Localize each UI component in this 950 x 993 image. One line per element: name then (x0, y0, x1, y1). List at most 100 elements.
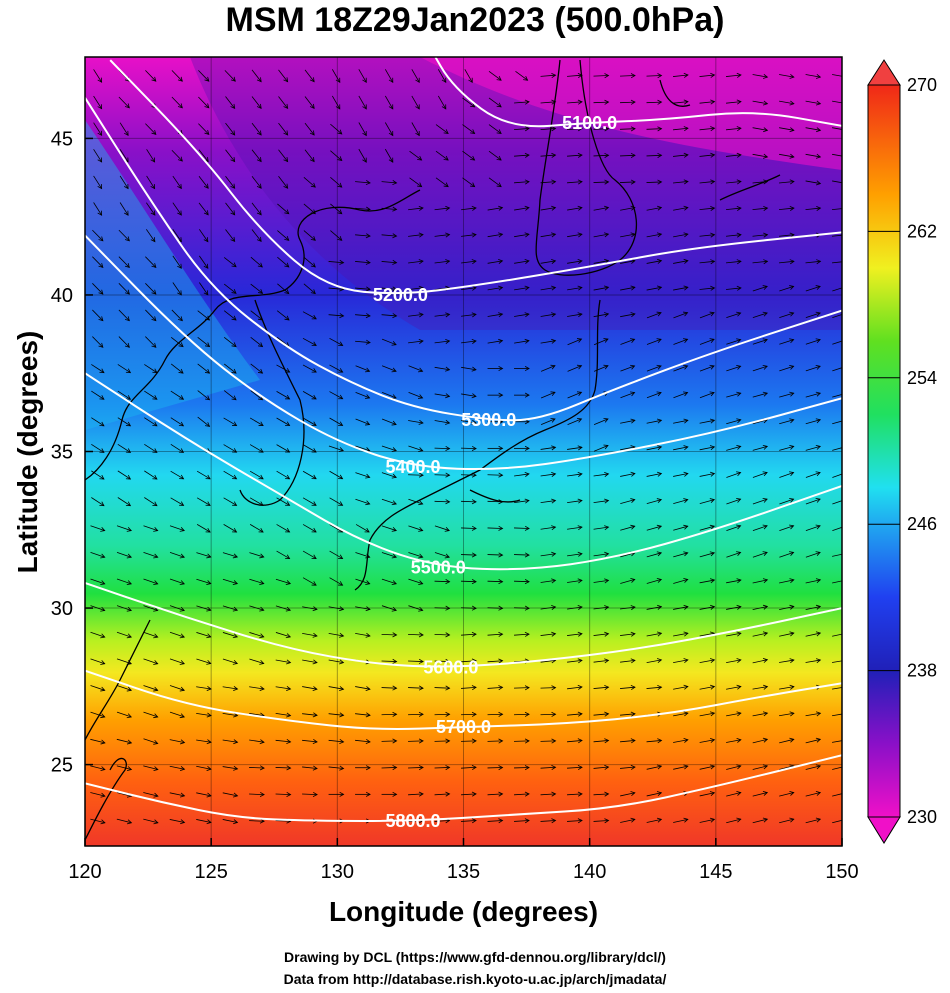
contour-line-5200 (109, 59, 842, 295)
wind-arrow-head (551, 205, 557, 211)
wind-arrow-head (657, 152, 663, 158)
wind-arrow (725, 181, 741, 184)
wind-arrow (434, 633, 450, 636)
wind-arrow (752, 234, 768, 237)
wind-arrow-head (206, 633, 212, 639)
wind-arrow-head (418, 312, 424, 318)
wind-arrow-head (630, 232, 636, 238)
wind-arrow (461, 287, 477, 291)
wind-arrow (540, 793, 556, 796)
wind-arrow-head (231, 262, 237, 268)
wind-arrow-head (232, 421, 238, 426)
wind-arrow-head (392, 711, 398, 717)
wind-arrow-head (789, 524, 795, 530)
wind-arrow-head (392, 658, 398, 664)
wind-arrow-head (815, 737, 822, 743)
wind-arrow (646, 659, 662, 664)
wind-arrow (832, 580, 842, 584)
wind-arrow-head (683, 551, 689, 557)
wind-arrow-head (418, 259, 424, 265)
wind-arrow (91, 364, 105, 373)
wind-arrow (408, 605, 423, 611)
wind-arrow (91, 443, 105, 453)
wind-arrow (779, 498, 794, 505)
wind-arrow-head (284, 315, 290, 321)
wind-arrow (487, 313, 503, 317)
wind-arrow-head (842, 392, 846, 396)
wind-arrow-head (445, 445, 451, 452)
wind-arrow-head (152, 448, 158, 453)
wind-arrow (331, 95, 341, 110)
wind-arrow-head (445, 366, 451, 372)
wind-arrow (726, 365, 741, 372)
wind-arrow-head (338, 341, 344, 346)
wind-arrow (358, 148, 367, 163)
wind-arrow (832, 713, 842, 717)
contour-label: 5100.0 (562, 113, 617, 133)
wind-arrow (593, 207, 609, 211)
wind-arrow (699, 499, 715, 504)
wind-arrow (90, 738, 105, 744)
wind-arrow-head (736, 817, 742, 823)
wind-arrow (143, 738, 158, 744)
wind-arrow (805, 392, 821, 398)
wind-arrow-head (576, 391, 583, 397)
wind-arrow-head (231, 395, 237, 401)
wind-arrow (646, 181, 662, 183)
wind-arrow (779, 153, 794, 158)
wind-arrow-head (179, 553, 185, 559)
wind-arrow (461, 313, 477, 317)
wind-arrow (752, 686, 768, 690)
wind-arrow (540, 418, 556, 425)
wind-arrow (540, 74, 556, 77)
wind-arrow (355, 365, 370, 372)
wind-arrow-head (204, 368, 211, 374)
wind-arrow (779, 472, 794, 478)
wind-arrow (805, 818, 821, 824)
wind-arrow (302, 713, 318, 716)
wind-arrow (170, 336, 184, 347)
wind-arrow (250, 336, 263, 347)
wind-arrow (673, 181, 689, 184)
wind-arrow-head (391, 420, 397, 426)
wind-arrow (408, 420, 424, 424)
wind-arrow-head (604, 631, 610, 637)
wind-arrow (514, 633, 530, 636)
wind-arrow-head (683, 737, 689, 743)
wind-arrow (620, 365, 635, 372)
wind-arrow-head (524, 338, 530, 344)
wind-arrow (249, 605, 264, 611)
wind-arrow (540, 181, 556, 184)
wind-arrow-head (392, 259, 398, 265)
wind-arrow (567, 365, 582, 372)
wind-arrow (593, 445, 609, 452)
wind-arrow-head (656, 658, 663, 664)
wind-arrow (197, 336, 210, 347)
wind-arrow-head (470, 155, 476, 161)
wind-arrow (805, 312, 821, 318)
wind-arrow-head (100, 713, 106, 719)
colorbar-min-arrow (867, 816, 901, 844)
wind-arrow-head (126, 527, 132, 532)
wind-arrow-head (178, 421, 185, 427)
wind-arrow-head (577, 525, 583, 531)
wind-arrow-head (179, 713, 185, 719)
wind-arrow-head (762, 285, 768, 290)
wind-arrow-head (630, 658, 636, 664)
wind-arrow (567, 686, 583, 690)
wind-arrow-head (843, 233, 847, 237)
wind-arrow-head (365, 313, 371, 319)
wind-arrow-head (97, 104, 103, 110)
wind-arrow-head (498, 552, 504, 558)
wind-arrow-head (179, 474, 185, 480)
wind-arrow-head (496, 129, 502, 134)
wind-arrow (143, 605, 158, 611)
wind-arrow-head (842, 632, 846, 636)
wind-arrow-head (710, 72, 716, 78)
wind-arrow-head (656, 524, 663, 530)
wind-arrow-head (656, 232, 663, 238)
wind-arrow-head (683, 179, 689, 185)
wind-arrow-head (232, 527, 238, 533)
wind-arrow (461, 793, 477, 796)
wind-arrow-head (551, 72, 557, 78)
